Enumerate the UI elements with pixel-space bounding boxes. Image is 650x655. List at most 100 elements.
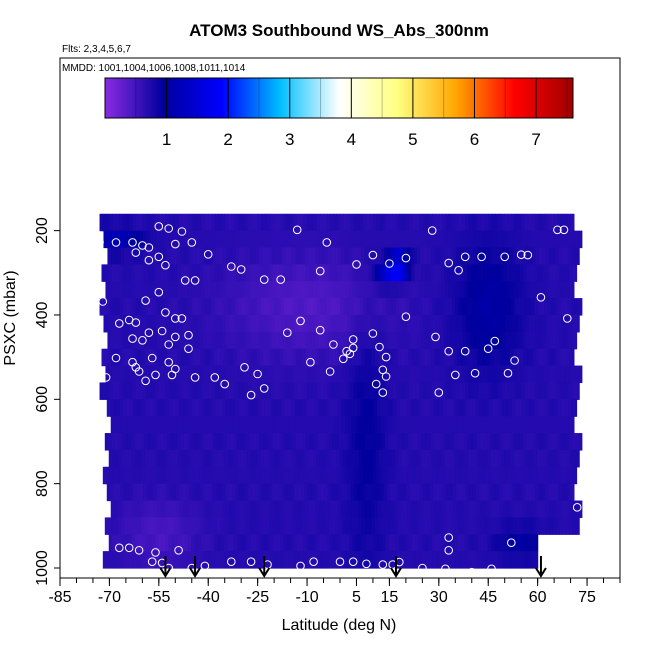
heatmap-cell	[278, 500, 283, 518]
heatmap-cell	[544, 399, 549, 417]
heatmap-cell	[454, 534, 459, 552]
heatmap-cell	[570, 382, 575, 400]
heatmap-cell	[559, 433, 564, 451]
sample-point	[352, 260, 361, 269]
heatmap-cell	[339, 365, 344, 384]
heatmap-cell	[546, 433, 551, 451]
heatmap-cell	[502, 500, 507, 518]
heatmap-cell	[483, 264, 488, 282]
heatmap-cell	[223, 517, 228, 535]
heatmap-cell	[179, 230, 184, 249]
heatmap-cell	[562, 433, 567, 451]
heatmap-cell	[160, 517, 165, 535]
heatmap-cell	[152, 314, 157, 333]
heatmap-cell	[166, 416, 171, 434]
heatmap-cell	[176, 416, 181, 434]
heatmap-cell	[285, 247, 290, 265]
heatmap-cell	[128, 449, 133, 468]
heatmap-cell	[380, 314, 385, 333]
heatmap-cell	[326, 551, 331, 569]
sample-point	[240, 363, 249, 372]
heatmap-cell	[198, 382, 203, 400]
heatmap-cell	[303, 534, 307, 552]
heatmap-cell	[579, 433, 583, 451]
x-tick-label: 30	[430, 589, 448, 606]
heatmap-cell	[555, 331, 560, 350]
heatmap-cell	[117, 433, 122, 451]
sample-point	[362, 559, 371, 569]
heatmap-cell	[108, 449, 113, 468]
heatmap-cell	[496, 517, 501, 535]
heatmap-cell	[374, 500, 379, 518]
heatmap-cell	[218, 551, 223, 569]
heatmap-cell	[193, 500, 197, 518]
heatmap-cell	[260, 298, 265, 316]
heatmap-cell	[166, 500, 171, 518]
heatmap-cell	[266, 348, 271, 367]
heatmap-cell	[517, 466, 522, 485]
heatmap-cell	[531, 399, 536, 417]
heatmap-cell	[461, 382, 466, 400]
heatmap-cell	[319, 449, 324, 468]
heatmap-cell	[154, 534, 159, 552]
heatmap-cell	[370, 230, 375, 249]
sample-point	[553, 225, 562, 235]
heatmap-cell	[521, 483, 526, 502]
heatmap-cell	[448, 466, 453, 485]
heatmap-cell	[138, 365, 143, 384]
heatmap-cell	[216, 264, 221, 282]
heatmap-cell	[326, 382, 331, 400]
heatmap-cell	[542, 264, 547, 282]
heatmap-cell	[177, 281, 182, 299]
heatmap-cell	[392, 534, 396, 552]
heatmap-cell	[234, 213, 239, 232]
heatmap-cell	[218, 483, 223, 502]
heatmap-cell	[471, 213, 476, 232]
flight-arrow	[189, 556, 201, 578]
heatmap-cell	[112, 213, 117, 232]
heatmap-cell	[494, 466, 499, 485]
heatmap-cell	[314, 314, 319, 333]
heatmap-cell	[139, 483, 144, 502]
heatmap-cell	[233, 348, 238, 367]
heatmap-cell	[309, 365, 314, 384]
heatmap-cell	[318, 264, 323, 282]
heatmap-cell	[365, 433, 369, 451]
heatmap-cell	[437, 433, 442, 451]
heatmap-cell	[344, 416, 349, 434]
heatmap-cell	[259, 517, 264, 535]
heatmap-cell	[313, 551, 318, 569]
heatmap-cell	[544, 298, 549, 316]
heatmap-cell	[556, 517, 560, 535]
heatmap-cell	[403, 416, 408, 434]
heatmap-cell	[438, 382, 443, 400]
heatmap-cell	[280, 466, 285, 485]
heatmap-cell	[518, 399, 523, 417]
heatmap-cell	[302, 348, 307, 367]
heatmap-cell	[168, 365, 172, 384]
y-axis-label: PSXC (mbar)	[2, 270, 19, 365]
heatmap-cell	[300, 213, 305, 232]
heatmap-cell	[267, 466, 272, 485]
sample-point	[184, 330, 193, 340]
heatmap-cell	[390, 331, 395, 350]
heatmap-cell	[419, 551, 423, 569]
heatmap-cell	[218, 230, 223, 249]
heatmap-cell	[189, 314, 194, 333]
heatmap-cell	[542, 331, 547, 350]
heatmap-cell	[468, 298, 473, 316]
heatmap-cell	[438, 449, 443, 468]
heatmap-cell	[412, 298, 417, 316]
heatmap-cell	[187, 449, 192, 468]
heatmap-cell	[334, 331, 339, 350]
heatmap-cell	[177, 264, 182, 282]
sample-point	[563, 314, 572, 323]
heatmap-cell	[394, 416, 398, 434]
heatmap-cell	[340, 230, 345, 249]
heatmap-cell	[571, 483, 575, 502]
heatmap-cell	[259, 348, 264, 367]
heatmap-cell	[403, 230, 408, 249]
heatmap-cell	[487, 365, 492, 384]
heatmap-cell	[299, 365, 304, 384]
heatmap-cell	[254, 298, 259, 316]
